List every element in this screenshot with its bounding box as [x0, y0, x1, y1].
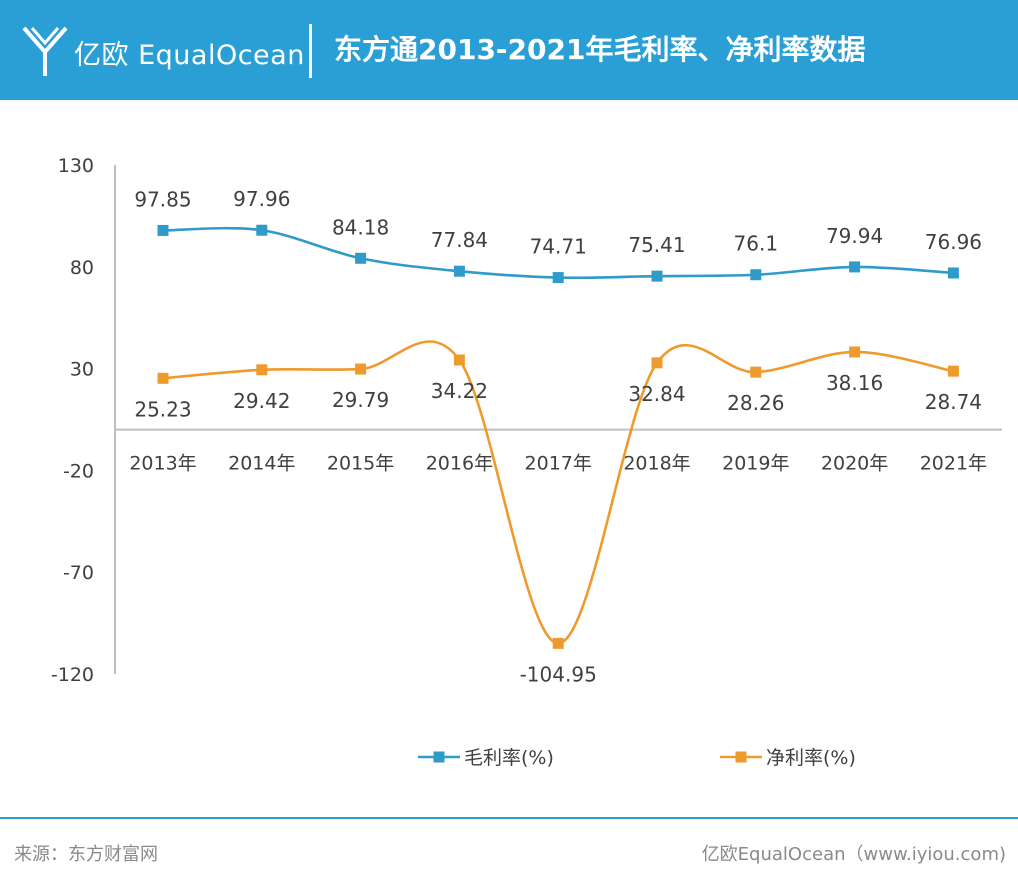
legend-marker-1: [735, 751, 747, 763]
x-tick-label: 2015年: [327, 453, 394, 475]
equalocean-logo-icon: [22, 26, 68, 76]
data-label-1-8: 28.74: [925, 390, 982, 414]
brand-name: 亿欧 EqualOcean: [74, 40, 305, 71]
y-tick-label: -20: [63, 460, 94, 482]
site-credit: 亿欧EqualOcean（www.iyiou.com): [701, 844, 1006, 865]
source-note: 来源：东方财富网: [14, 844, 158, 865]
data-point-1-6: [750, 366, 762, 378]
data-point-1-3: [453, 354, 465, 366]
x-tick-label: 2020年: [821, 453, 888, 475]
data-label-1-2: 29.79: [332, 388, 389, 412]
data-point-0-4: [552, 272, 564, 284]
data-point-1-1: [256, 364, 268, 376]
y-tick-label: 30: [70, 359, 94, 381]
data-point-0-2: [355, 252, 367, 264]
data-label-1-0: 25.23: [134, 397, 191, 421]
data-point-0-3: [453, 265, 465, 277]
data-label-0-3: 77.84: [431, 228, 488, 252]
data-point-0-0: [157, 224, 169, 236]
data-point-0-5: [651, 270, 663, 282]
x-tick-label: 2014年: [228, 453, 295, 475]
data-label-0-6: 76.1: [734, 232, 779, 256]
header-banner: 亿欧 EqualOcean 东方通2013-2021年毛利率、净利率数据: [0, 0, 1018, 100]
data-label-0-2: 84.18: [332, 215, 389, 239]
data-point-0-8: [947, 267, 959, 279]
legend-label-0: 毛利率(%): [464, 747, 554, 769]
footer-divider: [0, 817, 1018, 819]
y-tick-label: -120: [51, 664, 94, 686]
x-tick-label: 2018年: [623, 453, 690, 475]
legend-label-1: 净利率(%): [766, 747, 856, 769]
x-tick-label: 2017年: [525, 453, 592, 475]
data-label-1-5: 32.84: [628, 382, 685, 406]
data-point-1-2: [355, 363, 367, 375]
data-label-1-4: -104.95: [520, 662, 597, 686]
data-label-0-1: 97.96: [233, 187, 290, 211]
data-point-0-7: [849, 261, 861, 273]
y-tick-label: 80: [70, 257, 94, 279]
x-tick-label: 2019年: [722, 453, 789, 475]
y-tick-label: -70: [63, 562, 94, 584]
data-point-0-1: [256, 224, 268, 236]
data-point-0-6: [750, 269, 762, 281]
margin-line-chart: 130 80 30 -20 -70 -120 2013年 2014年 2015年 2016年 201…: [51, 155, 1002, 769]
legend-marker-0: [433, 751, 445, 763]
data-point-1-8: [947, 365, 959, 377]
data-label-1-1: 29.42: [233, 389, 290, 413]
y-tick-label: 130: [58, 155, 94, 177]
chart-title: 东方通2013-2021年毛利率、净利率数据: [334, 33, 866, 66]
data-point-1-0: [157, 372, 169, 384]
data-label-0-4: 74.71: [530, 235, 587, 259]
x-tick-label: 2013年: [129, 453, 196, 475]
data-point-1-4: [552, 637, 564, 649]
header-divider: [309, 24, 312, 78]
data-point-1-7: [849, 346, 861, 358]
data-label-1-6: 28.26: [727, 391, 784, 415]
data-label-0-0: 97.85: [134, 187, 191, 211]
data-point-1-5: [651, 357, 663, 369]
x-tick-label: 2016年: [426, 453, 493, 475]
data-label-0-8: 76.96: [925, 230, 982, 254]
data-label-1-3: 34.22: [431, 379, 488, 403]
data-label-0-5: 75.41: [628, 233, 685, 257]
data-label-1-7: 38.16: [826, 371, 883, 395]
data-label-0-7: 79.94: [826, 224, 883, 248]
x-tick-label: 2021年: [920, 453, 987, 475]
